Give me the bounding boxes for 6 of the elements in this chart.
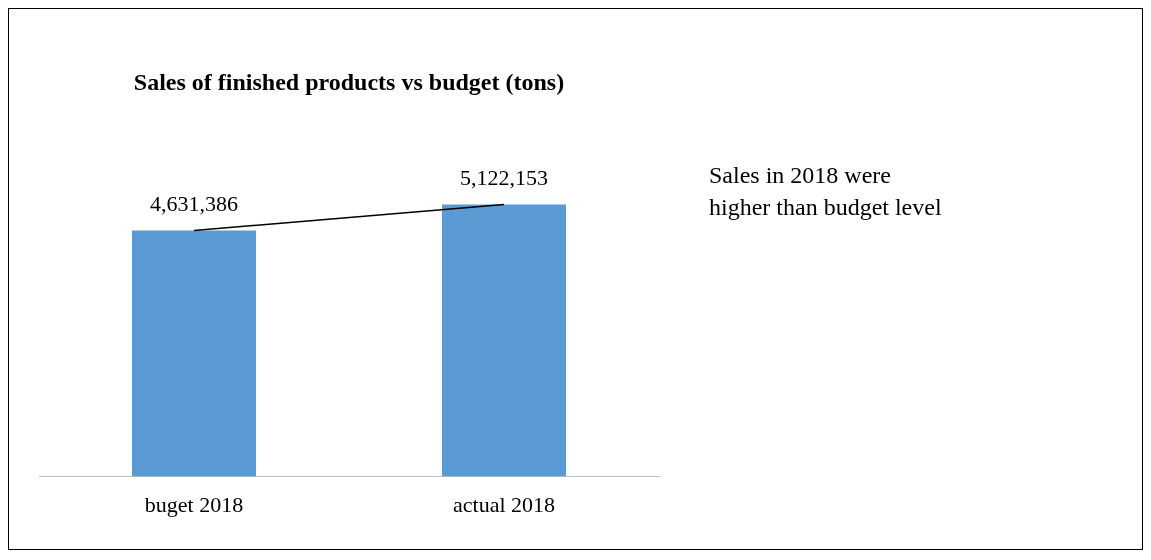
data-label: 4,631,386 bbox=[150, 191, 238, 217]
data-label: 5,122,153 bbox=[460, 165, 548, 191]
x-tick-label: buget 2018 bbox=[144, 491, 244, 517]
text: Sales in 2018 were higher than budget level bbox=[709, 161, 943, 222]
x-tick-label: actual 2018 bbox=[452, 491, 556, 517]
chart-title: Sales of finished products vs budget (tons) bbox=[133, 68, 565, 95]
